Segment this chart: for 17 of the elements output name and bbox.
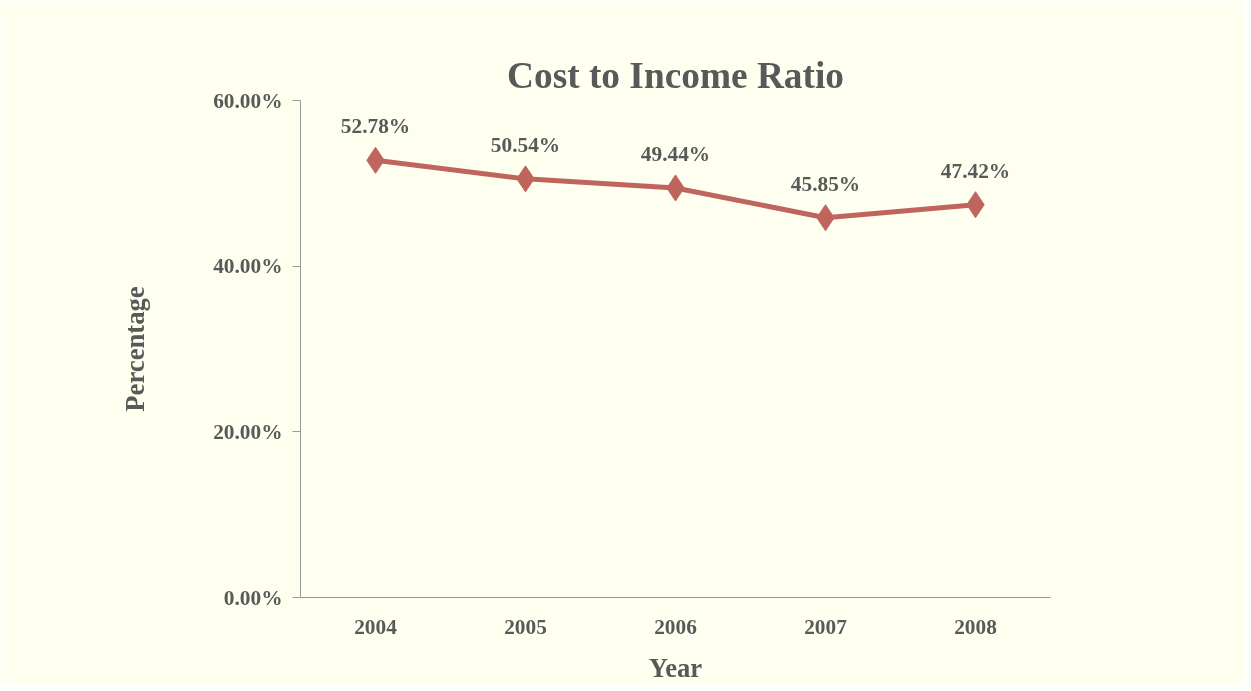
y-tick-label: 20.00% xyxy=(213,419,283,444)
x-tick-label: 2004 xyxy=(354,614,398,639)
chart-title: Cost to Income Ratio xyxy=(507,54,844,96)
y-axis-title: Percentage xyxy=(120,286,151,412)
x-tick-label: 2006 xyxy=(654,614,698,639)
y-tick-label: 40.00% xyxy=(213,254,283,279)
data-label: 52.78% xyxy=(340,114,411,139)
x-tick-label: 2008 xyxy=(954,614,997,639)
data-label: 47.42% xyxy=(940,158,1011,183)
y-tick-label: 60.00% xyxy=(213,88,283,113)
x-tick-label: 2007 xyxy=(804,614,848,639)
x-axis-title: Year xyxy=(648,652,703,683)
data-label: 50.54% xyxy=(490,132,561,157)
data-label: 45.85% xyxy=(790,171,861,196)
data-label: 49.44% xyxy=(640,141,711,166)
x-tick-label: 2005 xyxy=(504,614,547,639)
y-tick-label: 0.00% xyxy=(223,585,283,610)
